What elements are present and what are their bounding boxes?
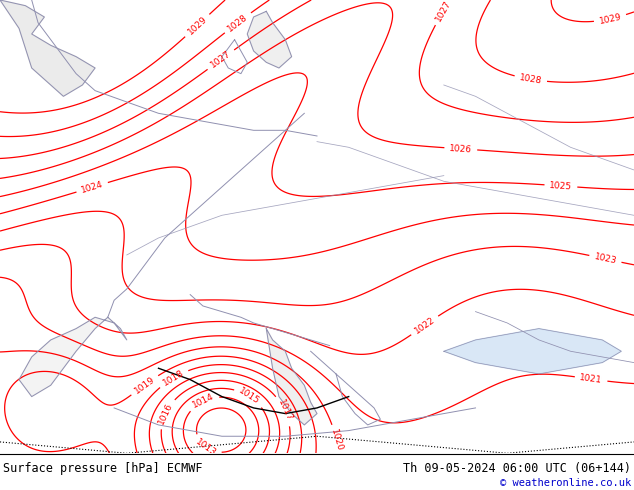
Text: 1027: 1027	[209, 49, 233, 70]
Text: 1021: 1021	[579, 373, 603, 385]
Text: 1014: 1014	[191, 392, 216, 410]
Polygon shape	[266, 329, 317, 425]
Text: 1028: 1028	[226, 12, 250, 33]
Text: 1027: 1027	[434, 0, 453, 23]
Text: 1017: 1017	[276, 398, 294, 423]
Text: 1025: 1025	[549, 181, 573, 191]
Text: 1016: 1016	[157, 401, 174, 426]
Text: Surface pressure [hPa] ECMWF: Surface pressure [hPa] ECMWF	[3, 463, 203, 475]
Text: 1029: 1029	[598, 12, 623, 25]
Text: 1015: 1015	[237, 387, 261, 406]
Text: 1023: 1023	[593, 252, 618, 266]
Text: 1029: 1029	[186, 15, 209, 37]
Polygon shape	[19, 318, 127, 396]
Text: 1024: 1024	[80, 180, 105, 195]
Text: 1018: 1018	[161, 368, 186, 388]
Text: 1013: 1013	[194, 437, 218, 458]
Text: 1022: 1022	[413, 315, 437, 336]
Text: 1026: 1026	[449, 144, 472, 154]
Text: 1020: 1020	[330, 428, 344, 453]
Text: Th 09-05-2024 06:00 UTC (06+144): Th 09-05-2024 06:00 UTC (06+144)	[403, 463, 631, 475]
Text: © weatheronline.co.uk: © weatheronline.co.uk	[500, 478, 631, 488]
Text: 1019: 1019	[133, 375, 157, 395]
Polygon shape	[0, 0, 95, 97]
Polygon shape	[444, 329, 621, 374]
Text: 1028: 1028	[519, 73, 543, 86]
Polygon shape	[247, 11, 292, 68]
